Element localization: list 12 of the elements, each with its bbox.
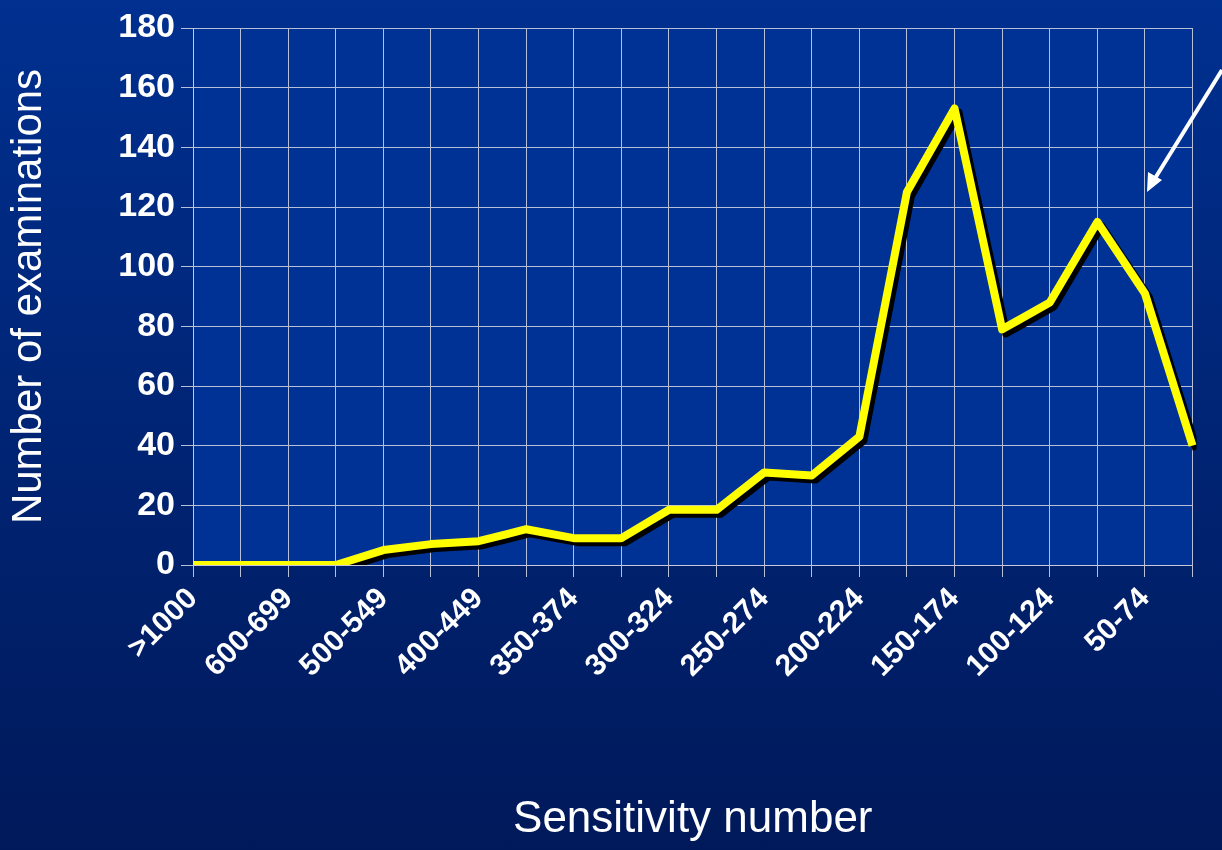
y-tick-label: 60 [137,364,175,403]
y-axis-title: Number of examinations [2,68,50,525]
y-tick-label: 20 [137,483,175,522]
y-tick-label: 40 [137,424,175,463]
y-tick-label: 160 [118,66,175,105]
y-tick-label: 100 [118,245,175,284]
y-tick-label: 180 [118,6,175,45]
y-tick-label: 120 [118,185,175,224]
y-tick-label: 80 [137,304,175,343]
y-tick-label: 0 [156,543,175,582]
x-axis-title: Sensitivity number [513,791,873,841]
y-tick-label: 140 [118,125,175,164]
